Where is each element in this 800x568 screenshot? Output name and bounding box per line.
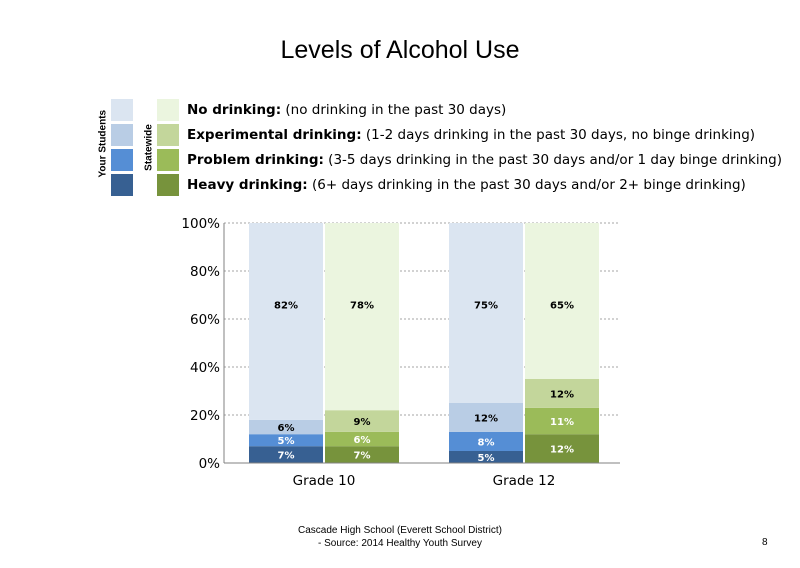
legend-swatch-state-heavy xyxy=(157,174,179,196)
y-tick-label: 40% xyxy=(190,360,220,376)
chart-title: Levels of Alcohol Use xyxy=(280,36,520,64)
legend-item-desc: (6+ days drinking in the past 30 days an… xyxy=(307,177,746,193)
y-tick-label: 20% xyxy=(190,408,220,424)
bar-segment xyxy=(449,431,523,451)
x-tick-label: Grade 12 xyxy=(493,473,556,489)
data-label: 5% xyxy=(278,436,295,447)
legend-item-experimental: Experimental drinking: (1-2 days drinkin… xyxy=(187,127,755,143)
bar-segment xyxy=(449,451,523,463)
bar-segment xyxy=(525,434,599,463)
data-label: 8% xyxy=(478,437,495,448)
bar-segment xyxy=(249,223,323,420)
legend-swatch-your-problem xyxy=(111,149,133,171)
x-tick-label: Grade 10 xyxy=(293,473,356,489)
bar-segment xyxy=(525,407,599,435)
bar-segment xyxy=(525,223,599,379)
y-tick-label: 60% xyxy=(190,312,220,328)
legend-item-problem: Problem drinking: (3-5 days drinking in … xyxy=(187,152,782,168)
bar-segment xyxy=(449,223,523,403)
legend-swatch-state-problem xyxy=(157,149,179,171)
data-label: 82% xyxy=(274,301,298,312)
data-label: 9% xyxy=(354,417,371,428)
legend-item-label: Problem drinking: xyxy=(187,152,324,168)
legend-item-label: Experimental drinking: xyxy=(187,127,362,143)
y-tick-label: 0% xyxy=(199,456,221,472)
legend-swatch-state-experimental xyxy=(157,124,179,146)
data-label: 7% xyxy=(354,451,371,462)
bar-segment xyxy=(249,446,323,463)
legend-swatch-your-heavy xyxy=(111,174,133,196)
legend-item-desc: (1-2 days drinking in the past 30 days, … xyxy=(361,127,756,143)
page-number: 8 xyxy=(762,537,768,548)
data-label: 6% xyxy=(354,435,371,446)
data-label: 6% xyxy=(278,423,295,434)
data-label: 7% xyxy=(278,451,295,462)
legend-swatch-your-experimental xyxy=(111,124,133,146)
footer-school: Cascade High School (Everett School Dist… xyxy=(298,525,502,536)
data-label: 78% xyxy=(350,301,374,312)
data-label: 12% xyxy=(550,389,574,400)
data-label: 5% xyxy=(478,453,495,464)
bar-segment xyxy=(325,410,399,432)
bar-segment xyxy=(249,419,323,435)
footer: Cascade High School (Everett School Dist… xyxy=(250,524,550,550)
bar-segment xyxy=(525,379,599,408)
bar-segment xyxy=(325,431,399,447)
footer-source: - Source: 2014 Healthy Youth Survey xyxy=(318,538,482,549)
legend-item-desc: (no drinking in the past 30 days) xyxy=(281,102,507,118)
data-label: 65% xyxy=(550,301,574,312)
bar-segment xyxy=(325,223,399,411)
bar-segment xyxy=(325,446,399,463)
y-tick-label: 100% xyxy=(181,216,220,232)
data-label: 12% xyxy=(474,413,498,424)
legend-item-heavy: Heavy drinking: (6+ days drinking in the… xyxy=(187,177,746,193)
legend-swatch-state-no-drinking xyxy=(157,99,179,121)
data-label: 75% xyxy=(474,301,498,312)
legend-item-label: No drinking: xyxy=(187,102,282,118)
y-tick-label: 80% xyxy=(190,264,220,280)
legend-item-desc: (3-5 days drinking in the past 30 days a… xyxy=(323,152,782,168)
data-label: 11% xyxy=(550,417,574,428)
legend-item-no-drinking: No drinking: (no drinking in the past 30… xyxy=(187,102,506,118)
legend-swatch-your-no-drinking xyxy=(111,99,133,121)
bar-segment xyxy=(249,434,323,447)
bar-segment xyxy=(449,403,523,432)
data-label: 12% xyxy=(550,445,574,456)
legend-item-label: Heavy drinking: xyxy=(187,177,308,193)
